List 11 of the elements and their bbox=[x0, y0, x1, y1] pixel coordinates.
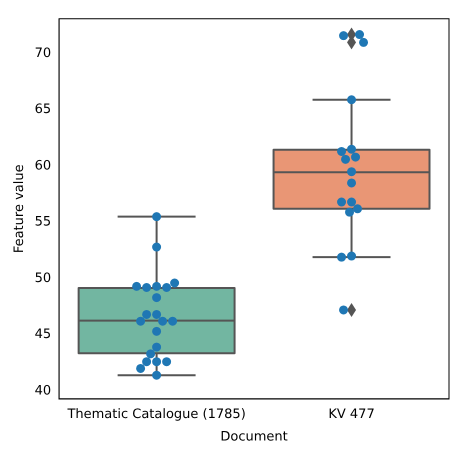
x-tick-label: Thematic Catalogue (1785) bbox=[66, 406, 246, 422]
x-axis-title: Document bbox=[220, 430, 288, 445]
y-tick-label: 50 bbox=[34, 270, 52, 286]
y-tick-label: 55 bbox=[34, 214, 52, 230]
y-tick-label: 40 bbox=[34, 383, 52, 398]
y-axis-title: Feature value bbox=[12, 164, 28, 254]
y-tick-label: 45 bbox=[34, 327, 52, 342]
y-tick-label: 70 bbox=[34, 46, 52, 62]
y-tick-label: 65 bbox=[34, 102, 52, 118]
x-tick-label: KV 477 bbox=[328, 406, 375, 422]
y-tick-label: 60 bbox=[34, 158, 52, 174]
